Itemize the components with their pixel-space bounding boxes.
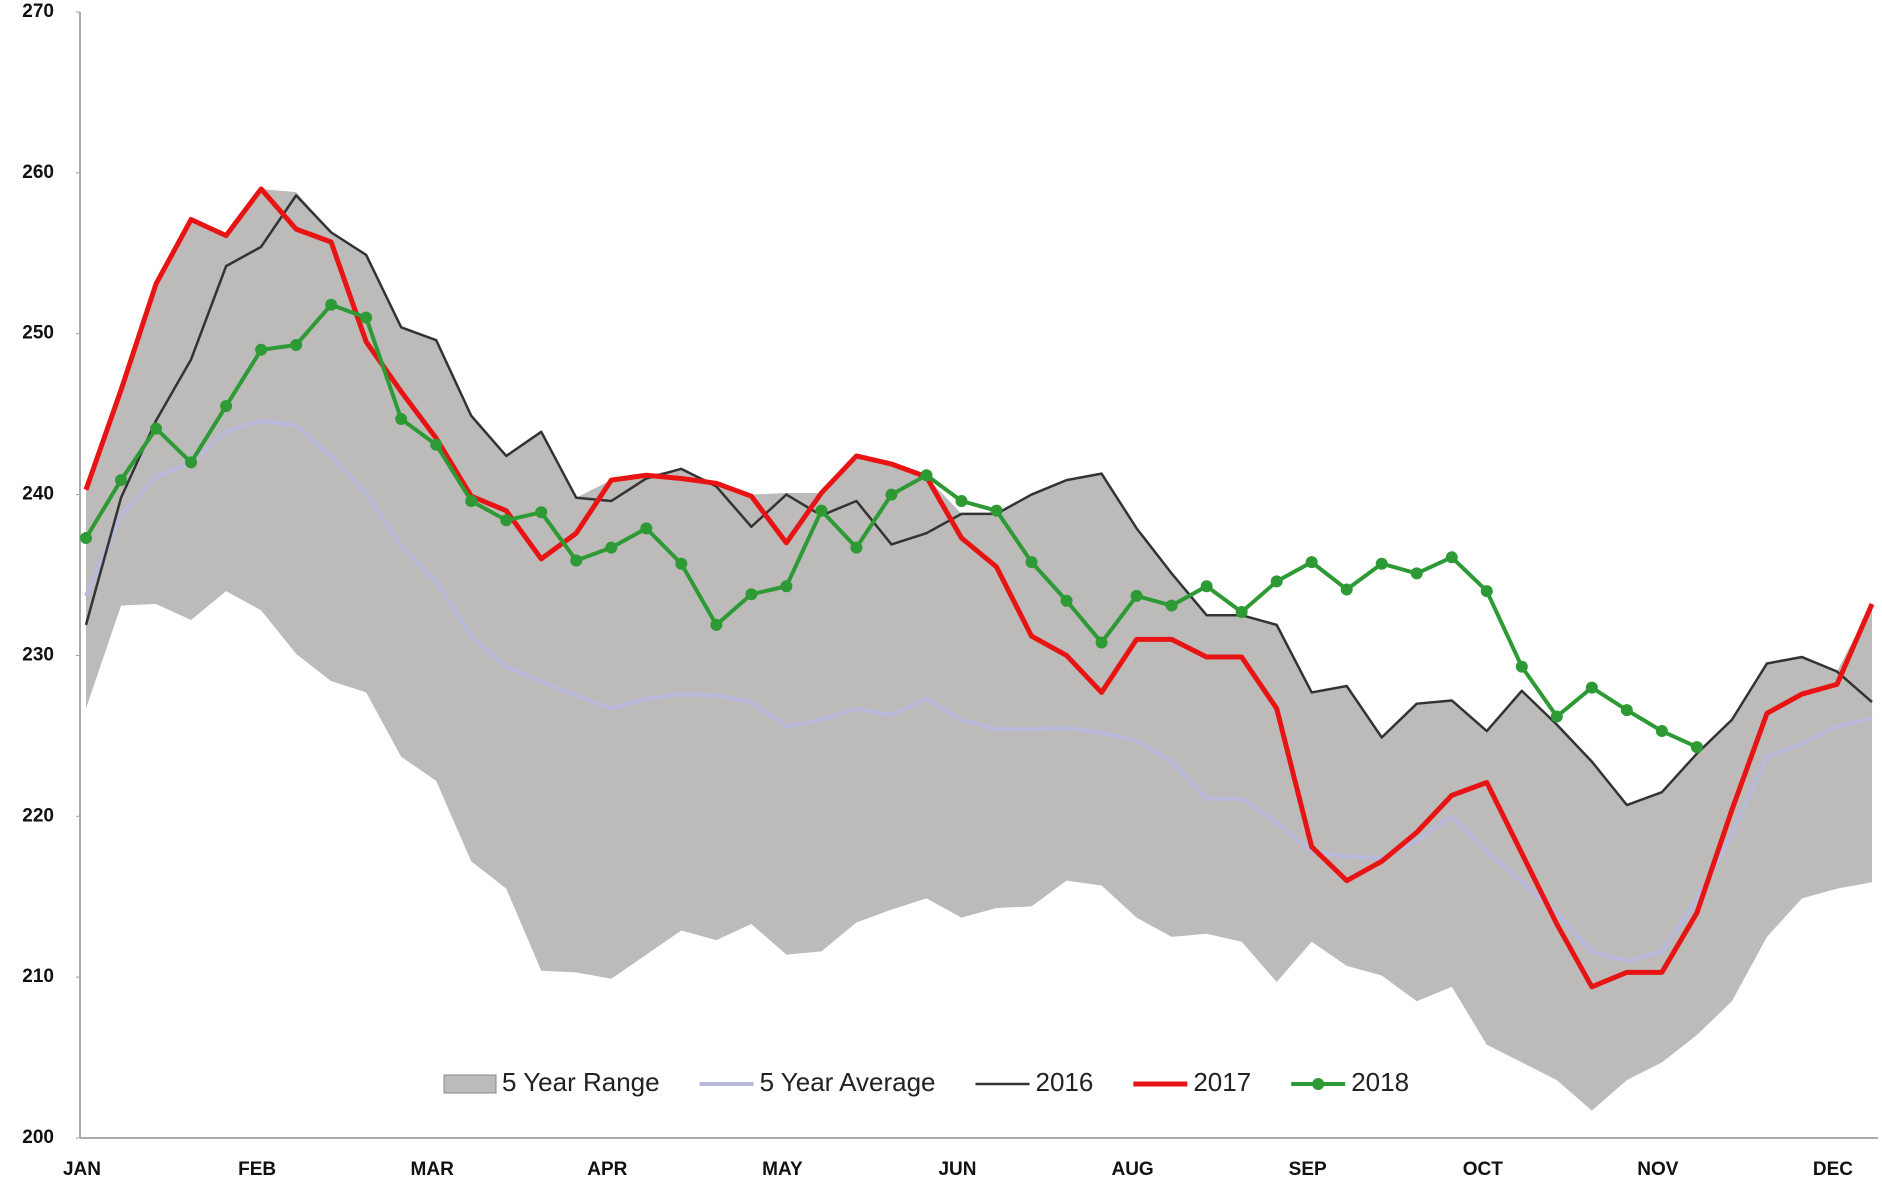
series-marker xyxy=(710,618,723,631)
series-line xyxy=(84,418,1873,964)
x-tick-label: SEP xyxy=(1289,1159,1327,1180)
series-marker xyxy=(1585,681,1598,694)
series-marker xyxy=(675,557,688,570)
legend-label: 5 Year Average xyxy=(760,1067,936,1097)
series-marker xyxy=(325,298,338,311)
series-marker xyxy=(290,338,303,351)
x-tick-label: MAY xyxy=(762,1159,803,1180)
legend-label: 5 Year Range xyxy=(502,1067,660,1097)
series-marker xyxy=(500,514,513,527)
series-marker xyxy=(1060,594,1073,607)
x-tick-label: MAR xyxy=(411,1159,455,1180)
y-tick-label: 230 xyxy=(22,644,54,665)
series-marker xyxy=(1165,599,1178,612)
x-tick-label: AUG xyxy=(1111,1159,1153,1180)
legend-label: 2018 xyxy=(1351,1067,1409,1097)
series-marker xyxy=(850,541,863,554)
x-tick-label: JAN xyxy=(63,1159,101,1180)
series-marker xyxy=(115,474,128,487)
x-tick-label: DEC xyxy=(1813,1159,1853,1180)
y-tick-label: 210 xyxy=(22,966,54,987)
series-marker xyxy=(990,504,1003,517)
series-marker xyxy=(885,488,898,501)
series-marker xyxy=(1550,710,1563,723)
series-marker xyxy=(360,311,373,324)
series-marker xyxy=(1655,725,1668,738)
x-tick-label: JUN xyxy=(938,1159,976,1180)
y-tick-label: 260 xyxy=(22,162,54,183)
series-marker xyxy=(955,495,968,508)
legend-label: 2016 xyxy=(1036,1067,1094,1097)
series-marker xyxy=(535,506,548,519)
series-marker xyxy=(1445,551,1458,564)
series-marker xyxy=(1375,557,1388,570)
legend-marker xyxy=(1312,1078,1325,1090)
series-marker xyxy=(80,532,92,545)
series-marker xyxy=(465,495,478,508)
series-marker xyxy=(570,554,583,567)
range-high xyxy=(86,188,1872,1138)
x-tick-label: APR xyxy=(587,1159,627,1180)
legend-label: 2017 xyxy=(1193,1067,1251,1097)
x-tick-label: NOV xyxy=(1637,1159,1679,1180)
legend-swatch xyxy=(443,1074,497,1094)
x-tick-label: FEB xyxy=(238,1159,276,1180)
series-marker xyxy=(1095,636,1108,649)
series-marker xyxy=(1340,583,1353,596)
series-marker xyxy=(815,504,828,517)
series-marker xyxy=(1480,585,1493,598)
x-tick-label: OCT xyxy=(1463,1159,1504,1180)
series-marker xyxy=(1515,660,1528,673)
series-marker xyxy=(920,469,933,482)
series-marker xyxy=(1690,741,1703,754)
series-marker xyxy=(605,541,618,554)
series-marker xyxy=(1620,704,1633,717)
series-marker xyxy=(1130,589,1143,602)
series-line xyxy=(84,194,1873,807)
series-marker xyxy=(1305,556,1318,569)
series-marker xyxy=(1270,575,1283,588)
series-marker xyxy=(395,412,408,425)
y-tick-label: 270 xyxy=(22,1,54,22)
series-marker xyxy=(1235,605,1248,618)
series-marker xyxy=(1410,567,1423,580)
y-tick-label: 220 xyxy=(22,805,54,826)
y-tick-label: 200 xyxy=(22,1127,54,1148)
series-marker xyxy=(150,422,163,435)
y-tick-label: 240 xyxy=(22,484,54,505)
series-marker xyxy=(745,588,758,601)
series-marker xyxy=(780,580,793,593)
series-marker xyxy=(220,400,233,413)
y-tick-label: 250 xyxy=(22,323,54,344)
series-marker xyxy=(640,522,653,535)
series-marker xyxy=(185,456,198,469)
range-low xyxy=(86,591,1872,1138)
series-marker xyxy=(430,438,443,451)
series-marker xyxy=(255,343,268,356)
series-marker xyxy=(1025,556,1038,569)
series-marker xyxy=(1200,580,1213,593)
